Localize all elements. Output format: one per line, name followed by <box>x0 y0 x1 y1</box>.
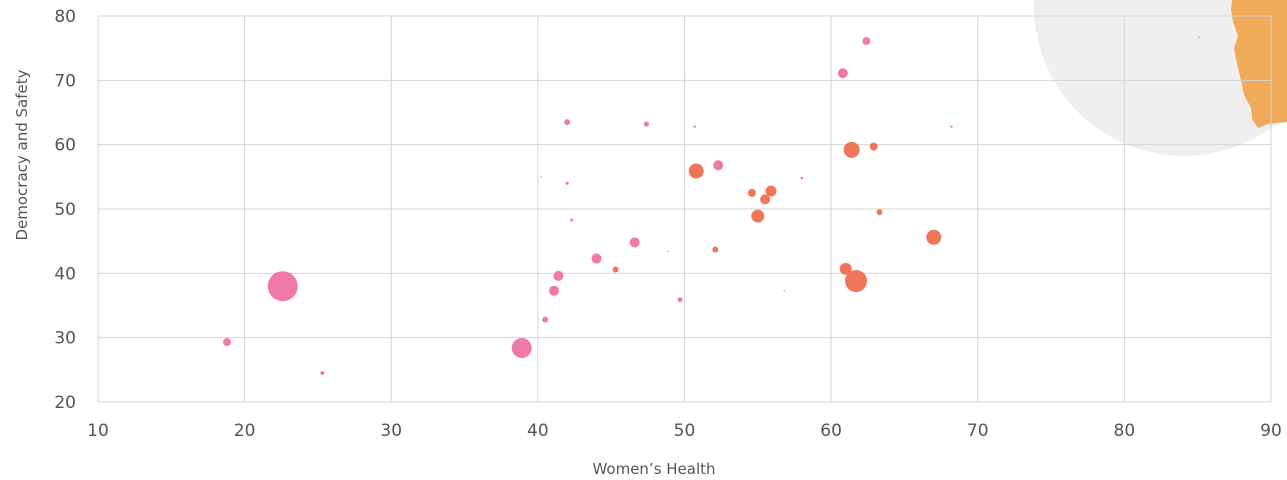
data-point <box>570 218 574 222</box>
data-point <box>629 237 640 248</box>
data-point <box>876 209 883 216</box>
data-point <box>950 125 953 128</box>
data-point <box>693 125 696 128</box>
data-point <box>591 253 602 264</box>
data-point <box>747 188 756 197</box>
data-point <box>845 270 868 293</box>
data-point <box>667 250 670 253</box>
data-point <box>760 194 771 205</box>
data-points <box>223 37 953 376</box>
x-axis-ticks: 10 20 30 40 50 60 70 80 90 <box>87 421 1282 441</box>
inset-circle <box>1034 0 1287 156</box>
data-point <box>511 337 532 358</box>
y-axis-ticks: 20 30 40 50 60 70 80 <box>54 7 76 413</box>
y-tick-label: 20 <box>54 393 76 413</box>
x-tick-label: 90 <box>1260 421 1282 441</box>
map-inset <box>1034 0 1287 156</box>
inset-landmass <box>1231 0 1287 128</box>
x-tick-label: 60 <box>820 421 842 441</box>
data-point <box>223 338 232 347</box>
data-point <box>751 209 765 223</box>
data-point <box>565 181 569 185</box>
x-tick-label: 50 <box>674 421 696 441</box>
y-tick-label: 70 <box>54 71 76 91</box>
data-point <box>553 270 564 281</box>
data-point <box>549 285 560 296</box>
data-point <box>839 262 852 275</box>
x-axis-title: Women’s Health <box>592 460 715 478</box>
data-point <box>869 142 878 151</box>
data-point <box>688 163 704 179</box>
data-point <box>542 316 549 323</box>
data-point <box>320 371 325 376</box>
y-tick-label: 30 <box>54 329 76 349</box>
data-point <box>564 119 571 126</box>
data-point <box>267 271 298 302</box>
x-tick-label: 20 <box>234 421 256 441</box>
data-point <box>643 121 649 127</box>
y-tick-label: 50 <box>54 200 76 220</box>
y-tick-label: 60 <box>54 136 76 156</box>
data-point <box>765 185 777 197</box>
data-point <box>713 160 724 171</box>
data-point <box>862 37 871 46</box>
inset-dot <box>1198 36 1200 38</box>
y-axis-title: Democracy and Safety <box>13 69 31 240</box>
data-point <box>783 290 785 292</box>
data-point <box>843 141 860 158</box>
data-point <box>677 297 683 303</box>
data-point <box>800 176 803 180</box>
data-point <box>926 229 942 245</box>
x-tick-label: 70 <box>967 421 989 441</box>
x-tick-label: 80 <box>1114 421 1136 441</box>
y-tick-label: 80 <box>54 7 76 27</box>
x-tick-label: 30 <box>380 421 402 441</box>
x-tick-label: 10 <box>87 421 109 441</box>
x-tick-label: 40 <box>527 421 549 441</box>
y-tick-label: 40 <box>54 264 76 284</box>
data-point <box>540 176 542 178</box>
data-point <box>837 68 848 79</box>
data-point <box>612 266 619 273</box>
data-point <box>712 246 719 253</box>
gridlines <box>97 15 1272 403</box>
